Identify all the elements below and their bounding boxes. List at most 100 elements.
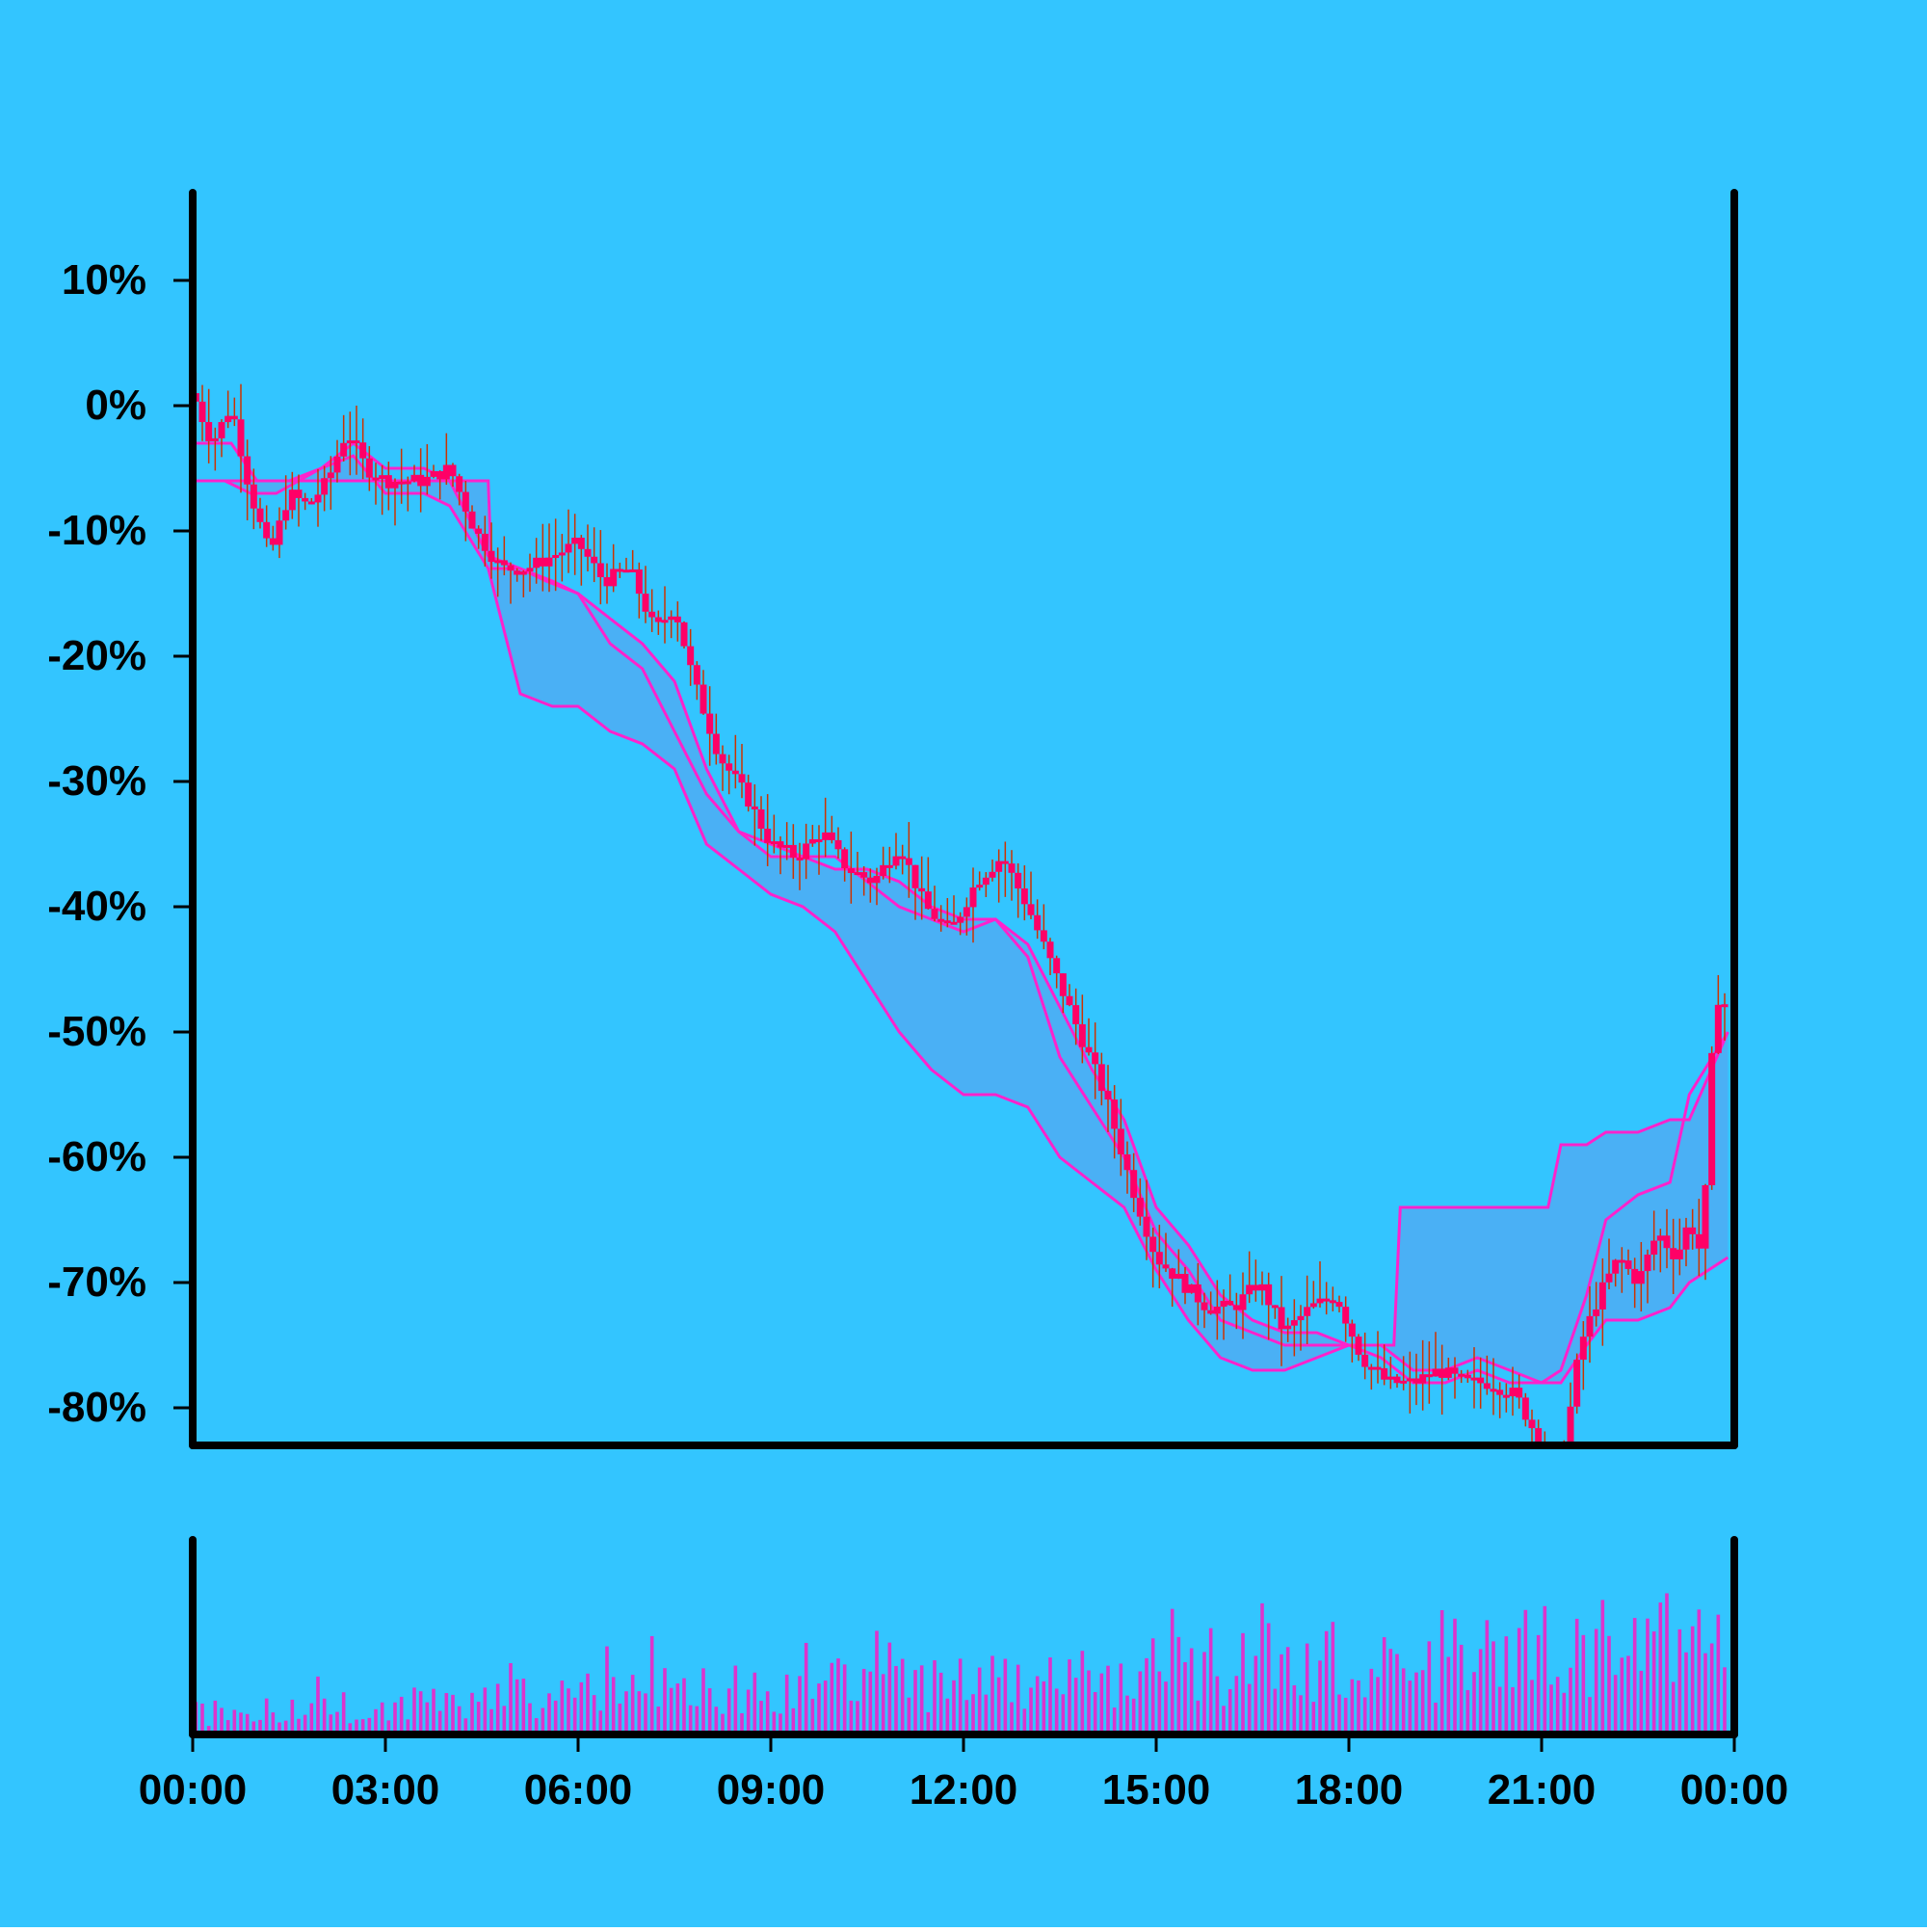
candle-body	[1290, 1320, 1298, 1326]
volume-bar	[1003, 1658, 1008, 1734]
candle-body	[494, 560, 502, 564]
candle-body	[1239, 1294, 1247, 1310]
volume-bar	[798, 1676, 802, 1734]
middle-band-line	[193, 441, 1729, 1385]
volume-bar	[881, 1674, 885, 1734]
volume-bar	[688, 1705, 693, 1734]
volume-bar	[367, 1717, 372, 1734]
candle-body	[282, 510, 290, 521]
candle-body	[931, 909, 938, 919]
candle-body	[700, 684, 707, 714]
volume-bar	[1254, 1655, 1258, 1734]
candle-body	[1374, 1366, 1382, 1370]
candle-body	[558, 552, 566, 556]
volume-bars	[194, 1593, 1727, 1734]
candle-body	[302, 497, 309, 502]
candle-body	[654, 617, 662, 622]
candle-body	[783, 844, 791, 848]
candle-body	[404, 481, 411, 485]
volume-bar	[1215, 1676, 1220, 1734]
candle-body	[1650, 1240, 1658, 1256]
x-tick-label: 06:00	[524, 1766, 633, 1813]
candle-body	[596, 563, 604, 577]
volume-bar	[1145, 1657, 1148, 1734]
candle-body	[905, 858, 912, 865]
candle-body	[1631, 1268, 1639, 1284]
volume-bar	[1183, 1662, 1187, 1734]
volume-bar	[1632, 1618, 1637, 1734]
candle-body	[1496, 1389, 1504, 1395]
candle-body	[1439, 1368, 1446, 1378]
volume-bar	[1273, 1688, 1278, 1734]
candle-body	[1246, 1284, 1254, 1295]
candle-body	[1316, 1298, 1324, 1304]
candle-body	[1097, 1064, 1105, 1092]
volume-bar	[1068, 1659, 1071, 1734]
volume-bar	[245, 1713, 250, 1734]
candle-body	[680, 622, 688, 647]
volume-bar	[933, 1659, 937, 1734]
volume-bar	[849, 1700, 854, 1734]
volume-bar	[1620, 1657, 1624, 1734]
volume-bar	[830, 1662, 834, 1734]
candle-body	[1297, 1315, 1305, 1321]
volume-bar	[258, 1719, 262, 1734]
candle-body	[346, 440, 354, 444]
volume-bar	[624, 1691, 628, 1734]
volume-bar	[996, 1677, 1001, 1734]
candle-body	[205, 421, 213, 441]
candle-body	[1232, 1305, 1240, 1310]
volume-bar	[868, 1671, 873, 1734]
volume-bar	[476, 1702, 481, 1734]
candle-body	[745, 782, 752, 807]
candle-body	[379, 475, 386, 479]
candle-body	[738, 774, 746, 783]
candle-body	[1714, 1004, 1722, 1053]
candle-body	[340, 442, 348, 457]
volume-bar	[630, 1675, 635, 1734]
candle-body	[770, 841, 778, 845]
candle-body	[1682, 1227, 1690, 1250]
candle-body	[789, 844, 797, 858]
volume-bar	[1087, 1670, 1091, 1734]
volume-bar	[1485, 1620, 1490, 1734]
candle-body	[1477, 1377, 1485, 1384]
candle-body	[307, 501, 315, 505]
volume-bar	[418, 1691, 423, 1734]
volume-bar	[1266, 1623, 1271, 1734]
volume-bar	[1697, 1609, 1702, 1734]
volume-bar	[1208, 1628, 1213, 1734]
volume-bar	[425, 1702, 430, 1734]
candles	[193, 372, 1729, 1445]
volume-bar	[393, 1702, 397, 1734]
candle-body	[1516, 1388, 1523, 1398]
candle-body	[764, 828, 772, 843]
volume-bar	[1318, 1660, 1322, 1734]
x-tick-label: 09:00	[717, 1766, 826, 1813]
volume-bar	[1010, 1702, 1014, 1734]
candle-body	[1034, 914, 1042, 931]
volume-bar	[842, 1664, 847, 1734]
volume-bar	[1125, 1695, 1129, 1734]
candle-body	[1008, 863, 1016, 873]
candle-body	[237, 419, 245, 457]
volume-bar	[1414, 1672, 1418, 1734]
volume-bar	[560, 1681, 565, 1734]
candle-body	[808, 839, 816, 844]
candle-body	[442, 464, 450, 480]
volume-bar	[406, 1719, 410, 1734]
volume-bar	[341, 1692, 346, 1734]
candle-body	[1644, 1255, 1651, 1272]
volume-bar	[977, 1667, 982, 1734]
candle-body	[269, 538, 277, 545]
volume-bar	[675, 1683, 680, 1734]
candle-body	[1656, 1235, 1664, 1241]
volume-bar	[432, 1688, 436, 1734]
volume-bar	[399, 1696, 404, 1734]
volume-bar	[1150, 1638, 1155, 1734]
candle-body	[384, 475, 392, 489]
candle-body	[468, 511, 476, 529]
volume-bar	[1299, 1695, 1303, 1734]
volume-bar	[836, 1658, 840, 1734]
